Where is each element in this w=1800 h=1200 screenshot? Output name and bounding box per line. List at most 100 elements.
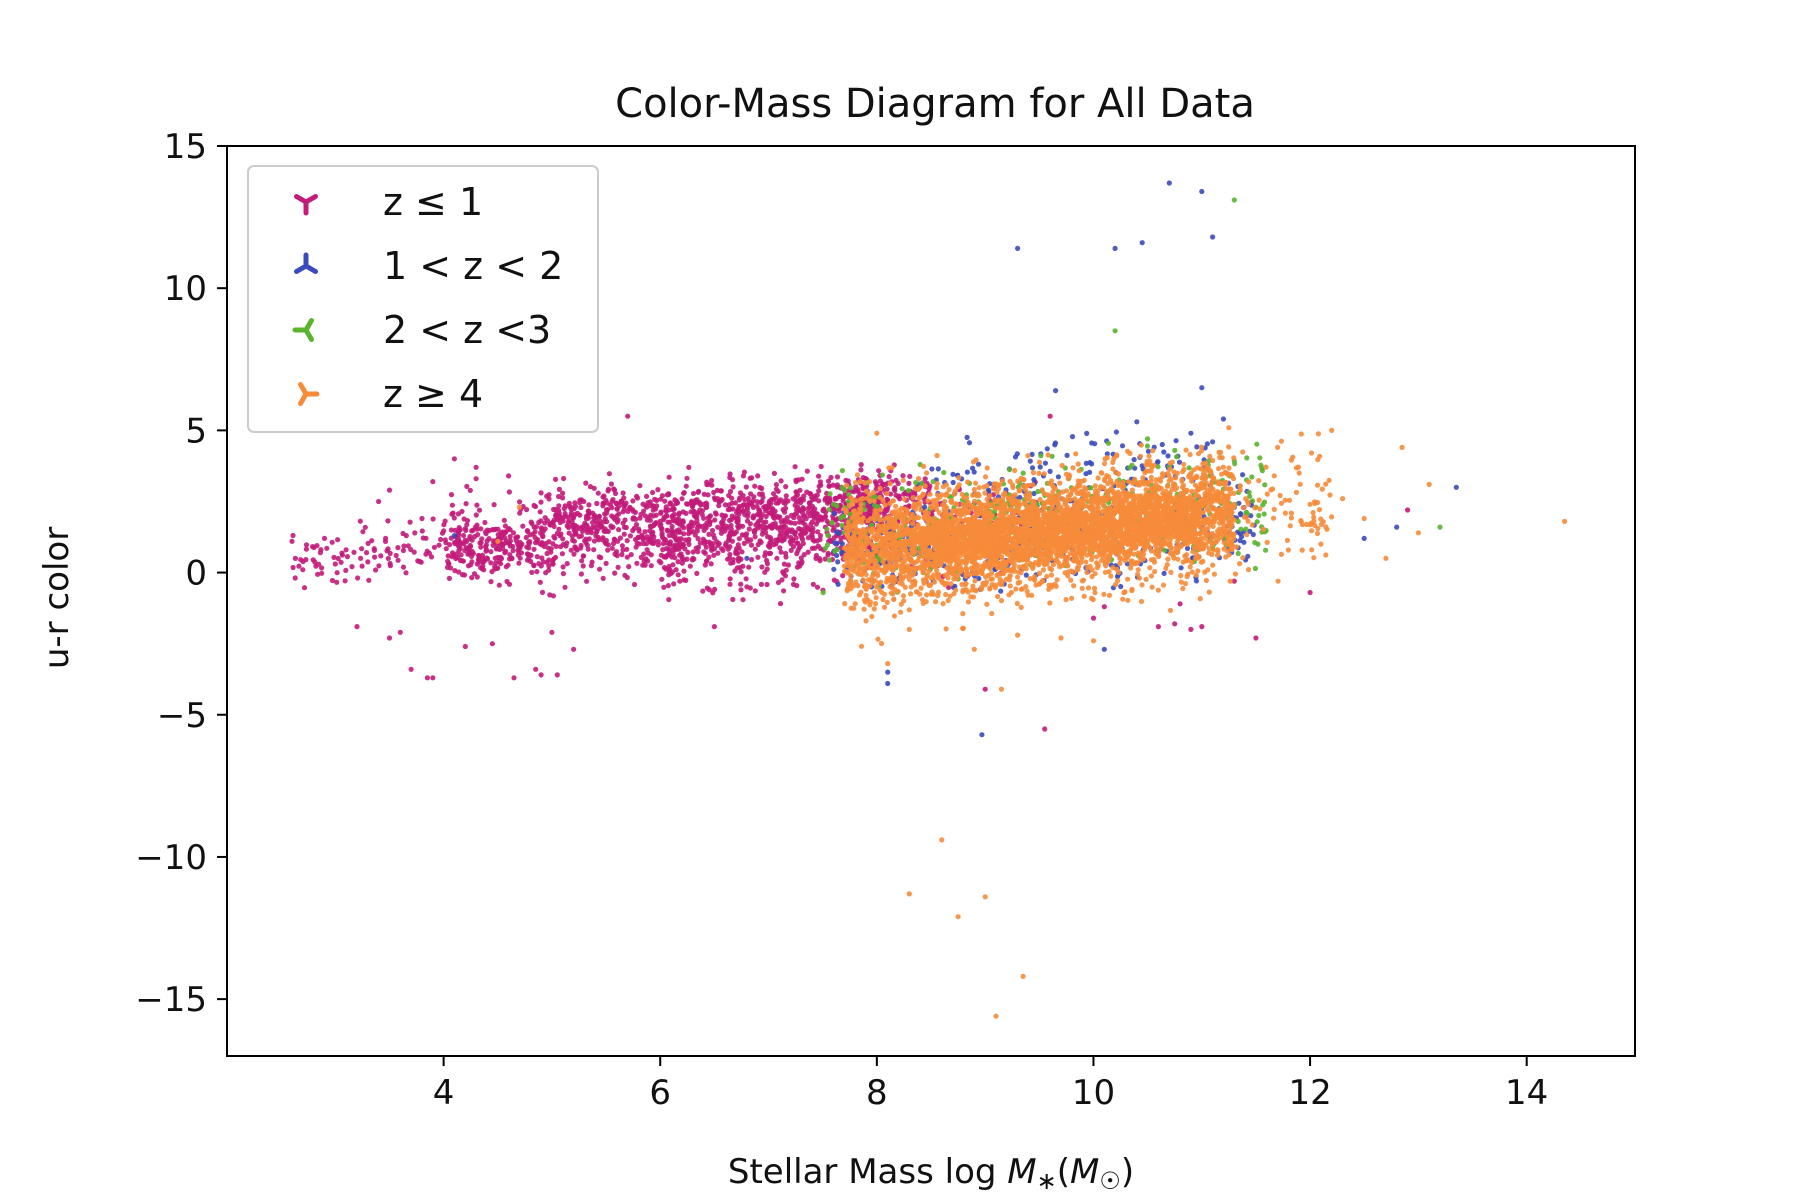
series-2-point-521 xyxy=(885,669,891,675)
series-1-point-653 xyxy=(443,546,449,552)
series-1-point-889 xyxy=(515,552,521,558)
series-1-point-2010 xyxy=(762,553,768,559)
series-1-point-1161 xyxy=(456,569,462,575)
series-4-point-1655 xyxy=(1160,582,1167,588)
series-1-point-126 xyxy=(310,544,316,550)
series-4-point-1450 xyxy=(999,581,1005,588)
series-1-point-521 xyxy=(631,581,638,588)
series-1-point-87 xyxy=(329,539,335,545)
series-2-point-159 xyxy=(831,510,837,517)
series-1-point-1940 xyxy=(773,541,779,547)
series-1-point-1508 xyxy=(701,491,707,497)
series-1-point-1405 xyxy=(643,503,649,509)
series-1-point-128 xyxy=(303,546,309,552)
series-1-point-122 xyxy=(458,552,464,558)
series-2-point-492 xyxy=(1014,451,1020,457)
series-1-point-2064 xyxy=(451,456,457,462)
series-2-point-429 xyxy=(1042,460,1048,466)
series-1-point-1568 xyxy=(727,488,734,495)
series-1-point-1190 xyxy=(637,483,643,489)
series-1-point-174 xyxy=(612,570,618,576)
series-1-point-1979 xyxy=(670,546,676,553)
series-1-point-1303 xyxy=(623,500,629,506)
series-1-point-1137 xyxy=(503,564,509,570)
series-1-point-1075 xyxy=(468,553,475,560)
series-1-point-988 xyxy=(771,470,778,476)
series-1-point-820 xyxy=(456,525,462,531)
series-2-point-477 xyxy=(950,479,956,486)
series-1-point-992 xyxy=(473,512,479,518)
series-1-point-635 xyxy=(586,502,592,508)
series-1-point-1617 xyxy=(666,532,672,539)
series-1-point-860 xyxy=(488,579,494,585)
series-4-point-636 xyxy=(1125,576,1131,582)
series-2-point-495 xyxy=(1052,442,1058,448)
series-1-point-1429 xyxy=(561,475,567,482)
series-1-point-1098 xyxy=(801,552,807,558)
series-1-point-1213 xyxy=(507,538,513,544)
series-1-point-799 xyxy=(835,522,841,528)
series-2-point-386 xyxy=(836,530,842,536)
series-4-point-594 xyxy=(877,485,883,492)
series-4-point-1531 xyxy=(851,508,858,514)
series-4-point-1845 xyxy=(1216,466,1222,472)
series-1-point-1358 xyxy=(722,502,729,508)
series-2-point-437 xyxy=(1069,434,1076,440)
series-4-point-840 xyxy=(1106,592,1113,599)
series-1-point-1594 xyxy=(605,486,612,492)
series-1-point-2083 xyxy=(1047,413,1053,419)
series-1-point-3 xyxy=(403,570,409,576)
series-1-point-720 xyxy=(539,540,545,546)
series-1-point-1505 xyxy=(654,503,660,509)
series-1-point-2093 xyxy=(1307,589,1313,596)
series-1-point-1951 xyxy=(757,538,763,544)
series-1-point-1125 xyxy=(708,561,714,567)
series-4-point-685 xyxy=(1110,459,1116,465)
series-1-point-718 xyxy=(716,503,722,509)
series-1-point-2033 xyxy=(751,528,757,534)
series-2-point-4 xyxy=(1023,572,1029,578)
series-1-point-679 xyxy=(739,549,745,555)
series-3-point-319 xyxy=(1262,482,1268,488)
series-1-point-1539 xyxy=(696,488,702,494)
series-1-point-1482 xyxy=(906,480,912,486)
series-1-point-579 xyxy=(546,567,552,573)
series-1-point-1765 xyxy=(735,556,741,562)
series-1-point-1149 xyxy=(546,539,552,545)
series-4-point-1600 xyxy=(1045,452,1051,458)
series-1-point-275 xyxy=(759,564,765,570)
series-4-point-1780 xyxy=(1011,561,1018,568)
series-1-point-1773 xyxy=(781,588,787,594)
series-2-point-501 xyxy=(1064,452,1070,458)
series-1-point-1570 xyxy=(778,478,784,484)
series-1-point-136 xyxy=(310,557,316,563)
series-1-point-420 xyxy=(537,509,543,515)
series-4-point-1541 xyxy=(850,497,856,504)
series-1-point-1976 xyxy=(800,540,806,547)
series-4-point-750 xyxy=(1183,447,1189,453)
series-1-point-2074 xyxy=(549,629,555,635)
series-2-point-190 xyxy=(831,566,837,572)
series-1-point-6 xyxy=(301,585,308,591)
series-1-point-751 xyxy=(624,546,630,552)
series-4-point-1644 xyxy=(1006,592,1012,598)
series-3-point-347 xyxy=(1252,565,1258,572)
series-4-point-1645 xyxy=(1152,569,1158,575)
series-1-point-1423 xyxy=(562,510,568,517)
series-1-point-949 xyxy=(754,503,760,509)
series-1-point-1558 xyxy=(561,506,567,512)
series-1-point-1578 xyxy=(759,491,765,497)
series-1-point-1902 xyxy=(720,547,726,554)
series-4-point-1251 xyxy=(1209,551,1215,558)
series-1-point-1593 xyxy=(610,497,616,503)
series-4-point-462 xyxy=(1075,461,1081,467)
series-1-point-1512 xyxy=(826,483,833,489)
series-1-point-2030 xyxy=(700,588,706,594)
series-3-point-102 xyxy=(1129,462,1135,468)
series-1-point-1675 xyxy=(710,541,716,547)
series-1-point-976 xyxy=(709,576,715,583)
series-1-point-695 xyxy=(517,510,523,516)
series-1-point-1628 xyxy=(793,510,800,517)
series-1-point-1157 xyxy=(468,562,474,568)
